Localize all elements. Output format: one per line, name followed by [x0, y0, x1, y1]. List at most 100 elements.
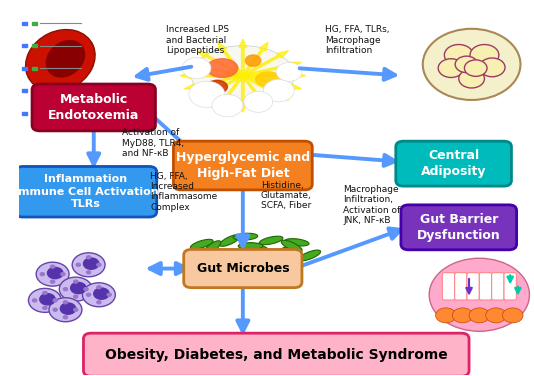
FancyArrow shape: [217, 75, 244, 109]
Bar: [22, 67, 27, 70]
Bar: [12, 89, 17, 92]
Bar: [12, 22, 17, 25]
Circle shape: [263, 79, 294, 102]
FancyBboxPatch shape: [467, 273, 480, 300]
FancyBboxPatch shape: [492, 273, 504, 300]
FancyArrow shape: [184, 75, 243, 89]
Circle shape: [465, 60, 487, 76]
Bar: [32, 22, 37, 25]
Circle shape: [70, 282, 86, 294]
Circle shape: [74, 295, 78, 298]
FancyArrow shape: [242, 62, 301, 76]
FancyBboxPatch shape: [396, 141, 512, 186]
Text: Gut Barrier
Dysfunction: Gut Barrier Dysfunction: [417, 213, 501, 242]
Text: Increased LPS
and Bacterial
Lipopeptides: Increased LPS and Bacterial Lipopeptides: [166, 25, 229, 55]
Circle shape: [97, 286, 101, 289]
Text: Macrophage
Infiltration,
Activation of
JNK, NF-κB: Macrophage Infiltration, Activation of J…: [343, 185, 400, 225]
FancyBboxPatch shape: [15, 167, 156, 217]
FancyBboxPatch shape: [32, 84, 155, 131]
FancyBboxPatch shape: [184, 249, 302, 288]
Bar: [32, 44, 37, 47]
Ellipse shape: [429, 258, 529, 331]
Circle shape: [64, 288, 67, 291]
FancyBboxPatch shape: [504, 273, 516, 300]
Circle shape: [469, 308, 490, 323]
Circle shape: [60, 303, 76, 314]
Ellipse shape: [246, 55, 261, 66]
FancyBboxPatch shape: [401, 205, 516, 250]
Circle shape: [59, 277, 92, 301]
Bar: [12, 112, 17, 115]
Circle shape: [48, 267, 63, 279]
Bar: [22, 89, 27, 92]
Circle shape: [74, 280, 78, 283]
Circle shape: [53, 308, 57, 311]
Ellipse shape: [274, 246, 294, 258]
Circle shape: [423, 29, 521, 100]
Ellipse shape: [207, 80, 227, 93]
Circle shape: [459, 69, 484, 88]
FancyArrow shape: [217, 42, 244, 76]
Ellipse shape: [190, 239, 213, 249]
Ellipse shape: [281, 240, 302, 252]
Text: Inflammation
Immune Cell Activation
TLRs: Inflammation Immune Cell Activation TLRs: [14, 174, 159, 209]
Text: Central
Adiposity: Central Adiposity: [421, 149, 486, 178]
Text: HG, FFA, TLRs,
Macrophage
Infiltration: HG, FFA, TLRs, Macrophage Infiltration: [325, 25, 390, 55]
FancyArrow shape: [242, 75, 288, 100]
Circle shape: [84, 288, 88, 291]
Circle shape: [276, 62, 302, 81]
Circle shape: [83, 258, 99, 269]
Text: Metabolic
Endotoxemia: Metabolic Endotoxemia: [48, 93, 139, 122]
FancyBboxPatch shape: [174, 141, 312, 190]
Circle shape: [455, 56, 478, 73]
Text: Hyperglycemic and
High-Fat Diet: Hyperglycemic and High-Fat Diet: [176, 151, 310, 180]
Circle shape: [480, 58, 505, 77]
Ellipse shape: [26, 30, 95, 92]
Bar: [22, 112, 27, 115]
Ellipse shape: [247, 243, 270, 253]
Bar: [22, 44, 27, 47]
Circle shape: [486, 308, 506, 323]
FancyArrow shape: [242, 75, 268, 109]
Circle shape: [107, 293, 111, 296]
Ellipse shape: [46, 41, 84, 77]
Circle shape: [94, 288, 109, 299]
FancyArrow shape: [243, 73, 306, 79]
Circle shape: [87, 256, 91, 259]
Text: Obesity, Diabetes, and Metabolic Syndrome: Obesity, Diabetes, and Metabolic Syndrom…: [105, 348, 447, 362]
Circle shape: [244, 91, 273, 112]
FancyArrow shape: [239, 76, 247, 112]
Circle shape: [97, 301, 101, 304]
Text: Activation of
MyD88, TLR4,
and NF-κB: Activation of MyD88, TLR4, and NF-κB: [122, 128, 184, 158]
FancyArrow shape: [239, 39, 247, 76]
Text: Histidine,
Glutamate,
SCFA, Fiber: Histidine, Glutamate, SCFA, Fiber: [261, 180, 311, 211]
FancyBboxPatch shape: [83, 333, 469, 376]
Circle shape: [61, 273, 65, 276]
Circle shape: [51, 280, 54, 283]
Circle shape: [189, 81, 225, 108]
Circle shape: [212, 94, 243, 117]
Circle shape: [444, 44, 473, 65]
Ellipse shape: [191, 45, 294, 106]
Circle shape: [87, 293, 91, 296]
Bar: [32, 112, 37, 115]
Ellipse shape: [238, 243, 263, 249]
Ellipse shape: [219, 235, 240, 246]
Ellipse shape: [205, 253, 229, 261]
Circle shape: [64, 316, 67, 319]
Circle shape: [51, 265, 54, 268]
Circle shape: [470, 44, 499, 65]
Circle shape: [82, 283, 115, 307]
Circle shape: [76, 263, 81, 266]
Ellipse shape: [233, 233, 258, 240]
Circle shape: [436, 308, 456, 323]
Text: HG, FFA,
Increased
Inflammasome
Complex: HG, FFA, Increased Inflammasome Complex: [150, 172, 217, 212]
Circle shape: [43, 306, 47, 309]
Bar: [22, 22, 27, 25]
Circle shape: [182, 58, 211, 79]
FancyArrow shape: [197, 75, 244, 100]
FancyArrow shape: [242, 42, 268, 76]
Bar: [32, 89, 37, 92]
FancyArrow shape: [180, 73, 243, 79]
Circle shape: [53, 299, 57, 302]
